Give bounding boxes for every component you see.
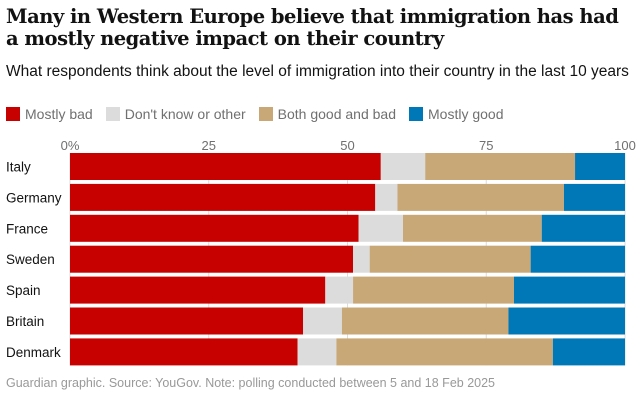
category-label: Britain <box>6 314 44 329</box>
x-tick-label: 50 <box>340 138 354 153</box>
bar-segment <box>575 153 625 180</box>
x-tick-label: 100 <box>614 138 636 153</box>
bar-segment <box>358 214 403 242</box>
category-label: Germany <box>6 190 62 205</box>
legend-swatch <box>105 107 120 121</box>
legend-label: Both good and bad <box>277 106 397 122</box>
bar-segment <box>70 276 326 304</box>
bar-segment <box>397 183 564 211</box>
x-tick-label: 0% <box>61 138 80 153</box>
legend-item: Don't know or other <box>105 106 246 122</box>
x-tick-label: 75 <box>479 138 493 153</box>
bar-segment <box>70 338 298 366</box>
bar-segment <box>530 245 625 273</box>
bar-segment <box>70 307 304 335</box>
bar-segment <box>70 183 376 211</box>
bar-segment <box>563 183 625 211</box>
bar-segment <box>325 276 354 304</box>
bar-segment <box>303 307 342 335</box>
bar-segment <box>403 214 542 242</box>
bar-segment <box>369 245 531 273</box>
bar-segment <box>70 245 354 273</box>
bar-segment <box>297 338 337 366</box>
bar-segment <box>375 183 398 211</box>
category-label: Spain <box>6 283 41 298</box>
bar-segment <box>508 307 625 335</box>
legend-item: Mostly bad <box>6 106 93 122</box>
stacked-bar-chart: 0% 25 50 75 100 Italy Germany France Sweden Spain… <box>6 138 636 366</box>
bar-segment <box>70 214 359 242</box>
bar-segment <box>336 338 553 366</box>
category-label: France <box>6 221 48 236</box>
legend-swatch <box>6 107 20 121</box>
chart-footer-source: Guardian graphic. Source: YouGov. Note: … <box>6 376 496 390</box>
legend-label: Mostly bad <box>25 106 93 122</box>
bar-segment <box>380 153 426 180</box>
legend-item: Both good and bad <box>258 106 397 122</box>
bar-segment <box>353 276 514 304</box>
bar-segment <box>552 338 625 366</box>
category-label: Denmark <box>6 345 61 360</box>
legend-label: Mostly good <box>428 106 504 122</box>
legend-label: Don't know or other <box>124 106 246 122</box>
chart-title: Many in Western Europe believe that immi… <box>6 5 619 50</box>
bar-segment <box>341 307 509 335</box>
legend-swatch <box>258 107 273 121</box>
bar-segment <box>353 245 370 273</box>
legend-swatch <box>409 107 424 121</box>
chart-subtitle: What respondents think about the level o… <box>6 63 629 80</box>
chart-legend: Mostly bad Don't know or other Both good a… <box>6 105 517 123</box>
bar-segment <box>70 153 381 180</box>
category-label: Sweden <box>6 252 55 267</box>
bar-segment <box>514 276 625 304</box>
bar-segment <box>425 153 576 180</box>
legend-item: Mostly good <box>409 106 504 122</box>
bar-segment <box>541 214 625 242</box>
x-tick-label: 25 <box>202 138 216 153</box>
category-label: Italy <box>6 160 31 175</box>
